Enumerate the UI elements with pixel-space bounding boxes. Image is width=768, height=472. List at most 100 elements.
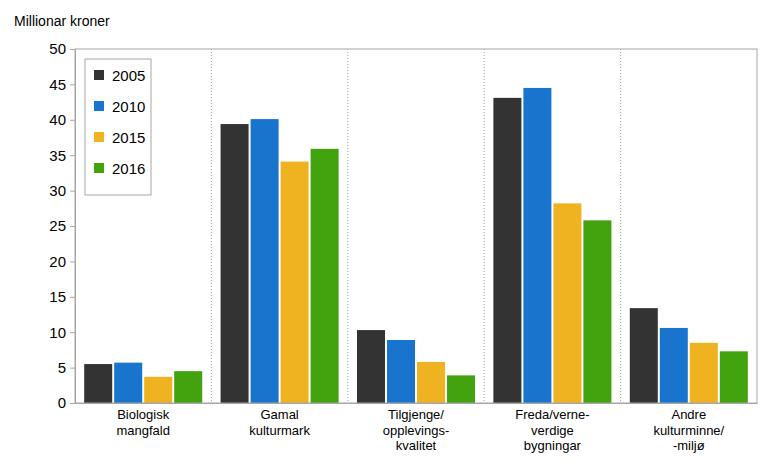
y-tick-mark bbox=[70, 84, 75, 85]
y-tick: 10 bbox=[49, 324, 75, 341]
bar bbox=[553, 203, 581, 403]
x-tick: Tilgjenge/opplevings-kvalitet bbox=[383, 403, 450, 453]
y-axis: 0 5 10 15 20 25 30 35 40 45 50 bbox=[49, 40, 75, 411]
bars bbox=[84, 88, 748, 403]
series bbox=[84, 98, 658, 403]
y-tick: 45 bbox=[49, 76, 75, 93]
x-tick: Biologiskmangfald bbox=[116, 403, 169, 438]
x-axis-line bbox=[76, 403, 758, 404]
y-tick-label: 30 bbox=[49, 182, 66, 199]
y-tick: 30 bbox=[49, 182, 75, 199]
bar bbox=[720, 351, 748, 403]
y-tick-mark bbox=[70, 297, 75, 298]
y-tick-mark bbox=[70, 226, 75, 227]
plot-frame bbox=[75, 49, 757, 403]
y-tick-label: 0 bbox=[58, 394, 66, 411]
category-separator bbox=[211, 49, 212, 403]
y-tick-mark bbox=[70, 403, 75, 404]
y-tick: 15 bbox=[49, 288, 75, 305]
legend-swatch bbox=[94, 132, 104, 142]
series bbox=[114, 88, 688, 403]
x-tick: Gamalkulturmark bbox=[249, 403, 310, 438]
legend-swatch bbox=[94, 163, 104, 173]
x-tick-label-line: verdige bbox=[531, 423, 574, 438]
y-tick-label: 45 bbox=[49, 76, 66, 93]
y-tick-label: 50 bbox=[49, 40, 66, 57]
x-tick: Andrekulturminne/-miljø bbox=[653, 403, 724, 453]
category-separator bbox=[484, 49, 485, 403]
bar bbox=[630, 308, 658, 403]
x-tick-label: Freda/verne-verdigebygningar bbox=[515, 407, 589, 453]
y-tick: 20 bbox=[49, 253, 75, 270]
y-tick-label: 25 bbox=[49, 217, 66, 234]
x-axis: Biologiskmangfald Gamalkulturmark Tilgjeng… bbox=[76, 403, 758, 453]
legend-swatch bbox=[94, 70, 104, 80]
bar bbox=[417, 362, 445, 403]
x-tick-label-line: bygningar bbox=[524, 438, 582, 453]
y-tick-mark bbox=[70, 155, 75, 156]
x-tick-label-line: Tilgjenge/ bbox=[388, 407, 444, 422]
chart: 0 5 10 15 20 25 30 35 40 45 50 Biologiskmangfald Gam… bbox=[0, 0, 768, 472]
bar bbox=[251, 119, 279, 403]
bar bbox=[583, 220, 611, 403]
y-tick: 5 bbox=[58, 359, 75, 376]
bar bbox=[311, 149, 339, 403]
x-tick-label-line: Biologisk bbox=[117, 407, 170, 422]
x-tick-label-line: kvalitet bbox=[396, 438, 437, 453]
bar bbox=[523, 88, 551, 403]
x-tick-label-line: -miljø bbox=[673, 438, 705, 453]
bar bbox=[447, 375, 475, 403]
y-axis-title: Millionar kroner bbox=[14, 13, 110, 29]
bar bbox=[690, 343, 718, 403]
y-tick-mark bbox=[70, 332, 75, 333]
separators bbox=[211, 49, 620, 403]
x-tick-label: Biologiskmangfald bbox=[116, 407, 169, 438]
y-tick-mark bbox=[70, 120, 75, 121]
y-tick: 40 bbox=[49, 111, 75, 128]
bar bbox=[114, 363, 142, 403]
y-tick-label: 5 bbox=[58, 359, 66, 376]
x-tick: Freda/verne-verdigebygningar bbox=[515, 403, 589, 453]
x-tick-label-line: kulturmark bbox=[249, 423, 310, 438]
legend-label: 2015 bbox=[112, 129, 145, 146]
y-tick: 0 bbox=[58, 394, 75, 411]
y-tick-mark bbox=[70, 368, 75, 369]
y-tick: 25 bbox=[49, 217, 75, 234]
y-tick-label: 20 bbox=[49, 253, 66, 270]
y-axis-line bbox=[70, 50, 76, 404]
x-tick-label-line: Freda/verne- bbox=[515, 407, 589, 422]
y-tick-label: 40 bbox=[49, 111, 66, 128]
bar bbox=[144, 377, 172, 403]
y-tick-label: 10 bbox=[49, 324, 66, 341]
y-tick-mark bbox=[70, 49, 75, 50]
x-tick-label: Andrekulturminne/-miljø bbox=[653, 407, 724, 453]
legend-label: 2005 bbox=[112, 67, 145, 84]
bar bbox=[84, 364, 112, 403]
x-tick-label-line: opplevings- bbox=[383, 423, 450, 438]
legend: 2005 2010 2015 2016 bbox=[85, 59, 151, 195]
category-separator bbox=[347, 49, 348, 403]
x-tick-label-line: kulturminne/ bbox=[653, 423, 724, 438]
category-separator bbox=[620, 49, 621, 403]
legend-label: 2016 bbox=[112, 160, 145, 177]
y-tick-mark bbox=[70, 191, 75, 192]
x-tick-label: Gamalkulturmark bbox=[249, 407, 310, 438]
bar bbox=[357, 330, 385, 403]
series bbox=[144, 162, 718, 403]
bar bbox=[493, 98, 521, 403]
bar bbox=[221, 124, 249, 403]
x-tick-label-line: Gamal bbox=[260, 407, 298, 422]
bar bbox=[660, 328, 688, 403]
bar bbox=[387, 340, 415, 403]
bar bbox=[174, 371, 202, 403]
legend-label: 2010 bbox=[112, 98, 145, 115]
y-tick-mark bbox=[70, 261, 75, 262]
series bbox=[174, 149, 748, 403]
plot: 0 5 10 15 20 25 30 35 40 45 50 Biologiskmangfald Gam… bbox=[49, 40, 757, 453]
y-tick-label: 15 bbox=[49, 288, 66, 305]
x-tick-label-line: Andre bbox=[671, 407, 706, 422]
bar bbox=[281, 162, 309, 403]
legend-box bbox=[85, 59, 151, 195]
y-tick-label: 35 bbox=[49, 147, 66, 164]
y-tick: 35 bbox=[49, 147, 75, 164]
